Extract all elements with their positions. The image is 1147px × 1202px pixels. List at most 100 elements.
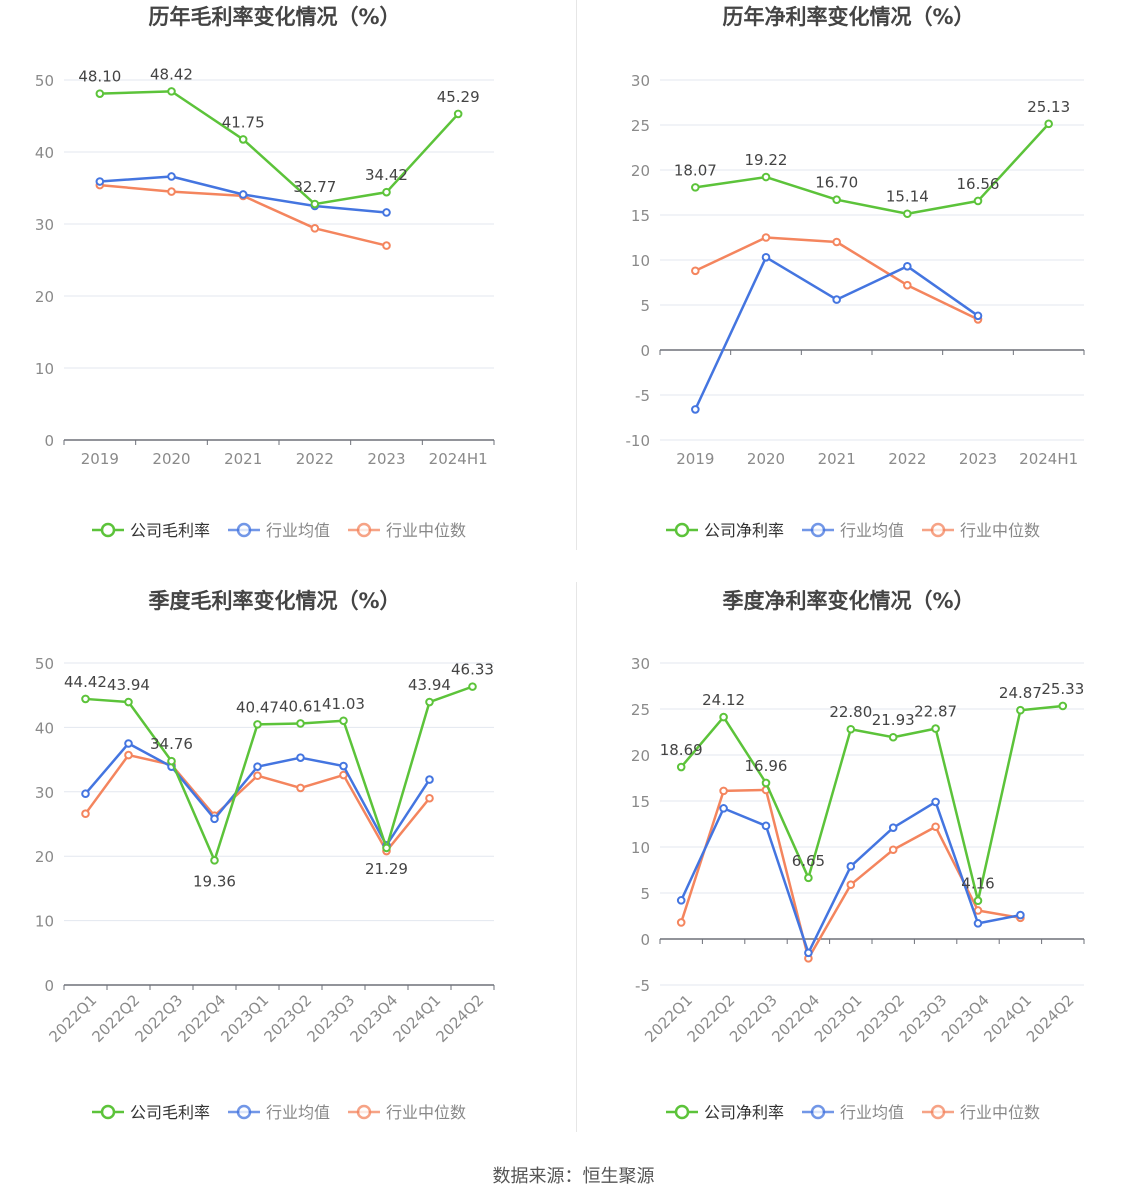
data-label: 48.10	[78, 68, 121, 86]
data-point-company	[719, 712, 728, 722]
y-tick-label: 30	[35, 784, 54, 802]
y-tick-label: 0	[640, 931, 650, 949]
data-point-company	[210, 856, 219, 865]
legend-label: 行业中位数	[386, 1103, 466, 1122]
data-point-median	[253, 771, 262, 780]
legend-marker	[674, 1104, 690, 1120]
x-tick-label: 2021	[224, 450, 262, 468]
data-point-median	[832, 237, 841, 247]
data-point-company	[453, 109, 463, 119]
data-label: 22.80	[829, 703, 872, 721]
data-label: 19.22	[745, 151, 788, 169]
data-point-avg	[761, 821, 771, 831]
data-point-avg	[676, 896, 686, 905]
data-point-avg	[719, 804, 728, 813]
x-tick-label: 2024H1	[429, 450, 488, 468]
y-tick-label: -10	[626, 432, 651, 450]
series-line-avg	[84, 742, 431, 847]
legend-label: 行业均值	[840, 521, 904, 540]
data-point-avg	[253, 762, 262, 771]
legend-item-company: 公司净利率	[666, 521, 784, 540]
x-tick-label: 2022	[296, 450, 334, 468]
y-tick-label: 40	[35, 144, 54, 162]
data-point-avg	[167, 172, 176, 181]
data-point-median	[310, 224, 320, 233]
data-point-avg	[124, 739, 133, 748]
data-point-avg	[832, 295, 841, 304]
data-point-company	[310, 199, 320, 209]
data-source-note: 数据来源：恒生聚源	[492, 1166, 655, 1187]
data-point-company	[382, 843, 391, 853]
x-tick-label: 2024Q2	[433, 991, 488, 1046]
data-point-avg	[973, 311, 983, 321]
legend-label: 行业均值	[266, 1103, 330, 1122]
legend-item-company: 公司毛利率	[92, 1103, 210, 1122]
y-tick-label: 10	[631, 252, 650, 270]
chart-svg-quarterly-gross-margin: 季度毛利率变化情况（%）010203040502022Q12022Q22022Q…	[35, 589, 495, 1122]
legend-item-median: 行业中位数	[348, 521, 466, 540]
data-point-median	[719, 786, 728, 796]
x-tick-label: 2024H1	[1019, 450, 1078, 468]
data-label: 4.16	[961, 875, 994, 893]
data-label: 45.29	[437, 88, 480, 106]
data-label: 34.42	[365, 166, 408, 184]
series-line-company	[680, 704, 1063, 902]
chart-title: 季度净利率变化情况（%）	[722, 589, 974, 613]
legend-marker	[356, 1104, 372, 1120]
data-point-company	[167, 756, 176, 766]
x-tick-label: 2024Q2	[1023, 991, 1078, 1046]
data-point-company	[382, 187, 391, 197]
data-label: 46.33	[451, 661, 494, 679]
vertical-divider-top	[576, 0, 577, 550]
data-label: 16.56	[957, 175, 1000, 193]
y-tick-label: 10	[631, 839, 650, 857]
data-point-avg	[846, 862, 856, 871]
data-point-avg	[973, 919, 983, 928]
data-label: 43.94	[107, 676, 150, 694]
y-tick-label: 50	[35, 655, 54, 673]
data-label: 44.42	[64, 673, 107, 691]
y-tick-label: 20	[631, 162, 650, 180]
data-point-company	[832, 195, 841, 204]
legend-label: 行业中位数	[960, 1103, 1040, 1122]
y-tick-label: 5	[640, 297, 650, 315]
data-point-company	[1016, 705, 1025, 715]
data-label: 24.12	[702, 691, 745, 709]
data-point-company	[296, 719, 305, 728]
series-line-company	[99, 90, 460, 206]
series-line-avg	[694, 256, 979, 410]
data-label: 22.87	[914, 703, 957, 721]
data-label: 48.42	[150, 65, 193, 83]
data-label: 21.29	[365, 860, 408, 878]
y-tick-label: 20	[631, 747, 650, 765]
legend-item-median: 行业中位数	[922, 1103, 1040, 1122]
data-label: 21.93	[872, 711, 915, 729]
data-point-company	[1058, 701, 1068, 711]
data-label: 40.47	[236, 698, 279, 716]
data-point-company	[973, 196, 983, 206]
x-tick-label: 2020	[152, 450, 190, 468]
chart-panel-annual-net-margin: 历年净利率变化情况（%） -10 -5 0 5 10 15 20 25 30 2019 2020 202…	[574, 0, 1147, 580]
y-tick-label: 30	[631, 655, 650, 673]
legend-item-median: 行业中位数	[348, 1103, 466, 1122]
x-tick-label: 2020	[747, 450, 785, 468]
data-point-avg	[425, 775, 434, 784]
legend-label: 行业均值	[266, 521, 330, 540]
data-point-company	[973, 896, 983, 906]
legend-marker	[810, 1104, 826, 1120]
data-point-median	[425, 793, 434, 803]
y-tick-label: 10	[35, 913, 54, 931]
data-label: 34.76	[150, 735, 193, 753]
data-point-company	[95, 89, 105, 98]
legend-marker	[236, 1104, 252, 1120]
legend-item-median: 行业中位数	[922, 521, 1040, 540]
legend-label: 公司净利率	[704, 521, 784, 540]
data-point-company	[339, 716, 348, 726]
x-tick-label: 2021	[818, 450, 856, 468]
data-point-avg	[903, 262, 912, 271]
y-tick-label: 25	[631, 701, 650, 719]
legend-item-avg: 行业均值	[802, 521, 904, 540]
data-point-company	[81, 694, 90, 704]
chart-title: 历年毛利率变化情况（%）	[148, 5, 400, 29]
data-label: 18.07	[674, 161, 717, 179]
